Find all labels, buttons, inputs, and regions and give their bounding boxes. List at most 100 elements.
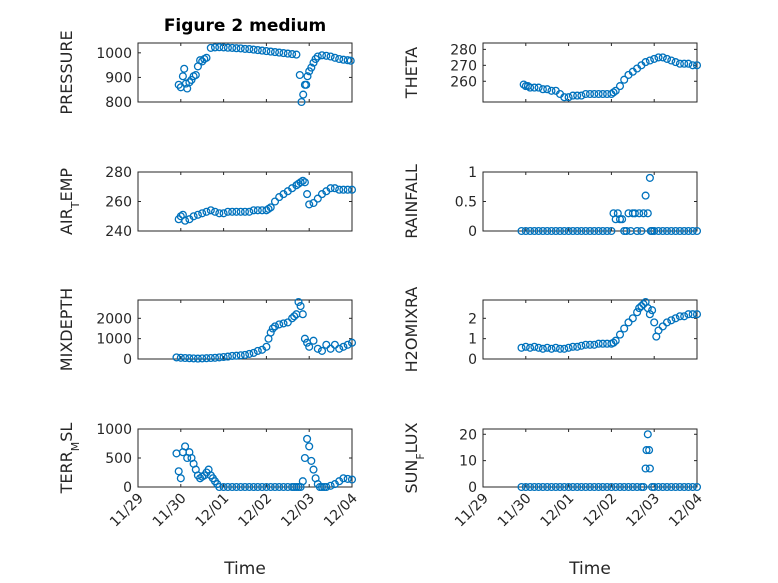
data-point — [266, 328, 275, 337]
x-tick-label: 12/03 — [278, 491, 318, 531]
data-point — [339, 342, 348, 351]
data-point — [630, 209, 639, 218]
data-point — [240, 482, 250, 492]
data-point — [654, 226, 663, 236]
data-point — [573, 91, 582, 100]
data-point — [326, 184, 335, 193]
data-point — [547, 344, 556, 353]
data-point — [547, 86, 556, 95]
data-point — [198, 209, 207, 218]
data-point — [185, 354, 194, 363]
data-point — [547, 226, 556, 236]
data-point — [645, 464, 654, 473]
data-point — [675, 226, 684, 236]
data-point — [178, 72, 187, 81]
data-point — [594, 89, 603, 99]
data-point — [176, 474, 185, 483]
data-point — [671, 314, 680, 323]
data-point — [568, 342, 577, 351]
data-point — [560, 93, 569, 102]
data-point — [347, 185, 357, 194]
data-point — [228, 207, 237, 216]
data-point — [346, 56, 355, 65]
data-point — [543, 85, 552, 94]
data-point — [313, 344, 322, 353]
data-point — [618, 215, 627, 224]
data-point — [288, 314, 297, 323]
y-tick-label: 0 — [123, 352, 132, 368]
data-point — [215, 209, 224, 218]
data-point — [215, 353, 224, 362]
data-point — [564, 343, 573, 352]
data-point — [530, 342, 539, 351]
data-point — [658, 322, 667, 331]
data-point — [521, 342, 530, 351]
data-point — [240, 207, 250, 216]
x-tick-label: 12/02 — [580, 491, 620, 531]
data-point — [624, 318, 633, 327]
data-point — [181, 79, 190, 88]
data-point — [236, 482, 245, 492]
data-point — [590, 482, 599, 492]
data-point — [577, 482, 586, 492]
subplot-7: 0 500 1000 11/29 11/30 12/01 12/02 12/03 12/04 Ti… — [57, 422, 361, 579]
data-point — [628, 482, 637, 492]
data-point — [300, 334, 309, 343]
data-point — [311, 54, 320, 64]
subplot-1: 800 900 1000 PRESSURE — [57, 30, 355, 115]
data-point — [189, 354, 198, 363]
data-point — [607, 482, 616, 492]
y-axis-label: MIXDEPTH — [57, 288, 76, 371]
data-point — [322, 51, 331, 60]
y-tick-label: 800 — [105, 95, 132, 111]
data-point — [573, 482, 582, 492]
data-point — [317, 51, 327, 60]
data-point — [202, 53, 211, 62]
data-point — [551, 482, 560, 492]
data-point — [564, 482, 573, 492]
data-point — [615, 82, 625, 91]
data-point — [594, 226, 603, 236]
data-point — [624, 482, 633, 492]
data-point — [268, 324, 277, 333]
data-point — [270, 482, 280, 492]
data-point — [564, 93, 573, 102]
data-point — [543, 482, 552, 492]
data-point — [521, 482, 530, 492]
data-point — [215, 482, 224, 492]
data-point — [543, 226, 552, 236]
data-point — [611, 482, 620, 492]
x-tick-label: 12/04 — [321, 490, 361, 530]
data-point — [573, 342, 582, 351]
data-point — [262, 482, 271, 492]
data-point — [266, 482, 275, 492]
data-point — [650, 54, 659, 63]
data-point — [662, 318, 672, 327]
data-point — [560, 344, 569, 353]
data-point — [538, 85, 547, 94]
data-point — [210, 43, 220, 52]
data-point — [526, 343, 535, 352]
data-point — [309, 336, 318, 345]
axes-frame — [482, 171, 698, 232]
data-point — [294, 297, 303, 307]
data-point — [288, 50, 297, 59]
data-point — [684, 226, 693, 236]
data-point — [232, 351, 241, 360]
data-point — [538, 482, 547, 492]
data-point — [270, 322, 280, 331]
data-point — [526, 83, 535, 92]
data-point — [650, 226, 659, 236]
data-point — [639, 482, 648, 492]
data-point — [643, 430, 652, 439]
data-point — [543, 343, 552, 352]
data-point — [643, 209, 652, 218]
data-point — [555, 226, 565, 236]
data-point — [577, 91, 586, 100]
data-point — [236, 207, 245, 216]
data-point — [299, 90, 308, 99]
data-point — [633, 226, 642, 236]
y-axis-label: TERRMSL — [57, 423, 82, 495]
data-point — [637, 226, 646, 236]
